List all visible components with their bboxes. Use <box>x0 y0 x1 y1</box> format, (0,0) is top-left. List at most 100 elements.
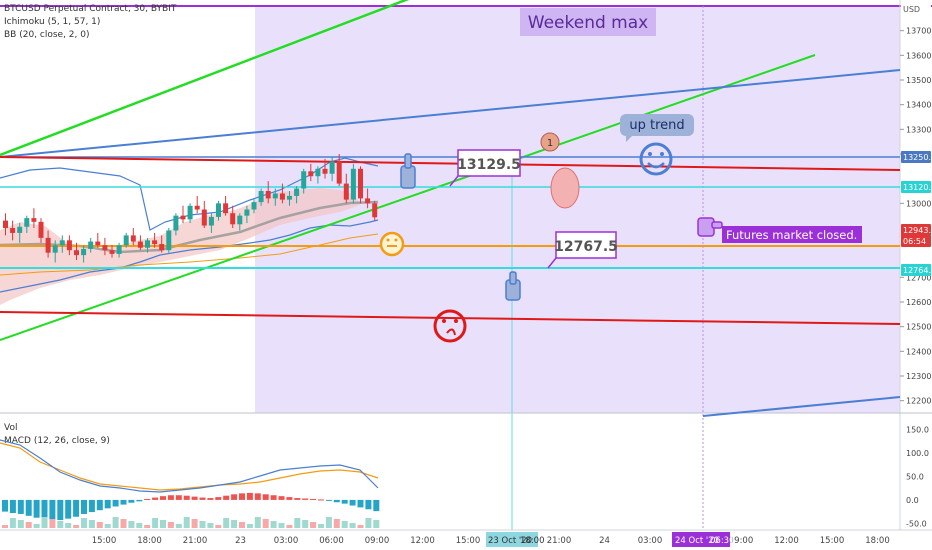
volume-bar <box>223 518 230 528</box>
macd-bar <box>231 494 238 500</box>
time-tick-label: 21:00 <box>547 536 572 546</box>
callout-high-box[interactable] <box>457 149 521 177</box>
time-tick-label: 09:00 <box>365 536 390 546</box>
ichimoku-label: Ichimoku (5, 1, 57, 1) <box>4 17 100 27</box>
macd-axis: 150.0 100.0 50.0 0.0 -50.0 <box>906 426 929 529</box>
time-highlight-1 <box>486 532 538 547</box>
volume-bar <box>33 524 40 528</box>
candle-body <box>95 241 101 246</box>
smiley-orange-icon <box>379 231 405 257</box>
bb-label: BB (20, close, 2, 0) <box>4 30 89 40</box>
volume-bar <box>112 517 119 528</box>
blue-trendline-low <box>702 396 901 417</box>
candle-body <box>272 193 278 199</box>
candle-body <box>137 241 143 248</box>
candle-body <box>201 209 207 226</box>
volume-bar <box>286 525 293 528</box>
macd-bar <box>65 499 72 519</box>
weekend-max-text: Weekend max <box>528 13 648 33</box>
volume-bar <box>254 517 261 528</box>
volume-bar <box>215 525 222 528</box>
candle-body <box>194 205 200 210</box>
time-highlight-1-time: 18:00 <box>520 536 545 546</box>
volume-bar <box>81 518 87 528</box>
macd-bar <box>25 499 32 516</box>
volume-bars <box>2 517 380 528</box>
volume-bar <box>191 519 198 528</box>
macd-tick-label: -50.0 <box>906 519 927 528</box>
volume-bar <box>175 524 182 528</box>
volume-bar <box>373 520 380 528</box>
weekend-max-box <box>520 8 656 36</box>
time-highlight-2-date: 24 Oct '20 <box>675 536 719 546</box>
price-tag-label: 13120.0 <box>903 183 932 192</box>
volume-bar <box>128 521 135 528</box>
hand-point-up-icon <box>400 153 416 189</box>
macd-bar <box>2 499 8 512</box>
macd-line <box>0 439 379 493</box>
macd-bar <box>183 495 190 500</box>
volume-bar <box>231 520 238 528</box>
volume-bar <box>152 518 159 528</box>
macd-bar <box>128 499 135 503</box>
volume-bar <box>341 521 348 528</box>
time-highlight-2-time: 06:30 <box>710 536 735 546</box>
candle-body <box>315 168 321 177</box>
macd-tick-label: 0.0 <box>906 496 919 505</box>
number-bubble-text: 1 <box>547 138 553 149</box>
price-tick-label: 13500.0 <box>906 76 932 85</box>
hand-point-down-icon <box>505 271 521 301</box>
macd-label: MACD (12, 26, close, 9) <box>4 436 110 446</box>
macd-bar <box>349 499 356 506</box>
candle-body <box>372 203 378 218</box>
volume-bar <box>88 520 95 528</box>
time-tick-label: 12:00 <box>774 536 799 546</box>
volume-bar <box>183 517 190 528</box>
volume-bar <box>357 525 364 528</box>
macd-bar <box>144 498 151 500</box>
candle-body <box>109 250 115 254</box>
vol-label: Vol <box>4 423 17 433</box>
price-tag-label: 12764.0 <box>903 266 932 275</box>
macd-bar <box>49 499 56 520</box>
candle-body <box>166 230 172 251</box>
macd-bar <box>246 492 253 500</box>
up-trend-bubble <box>620 114 694 142</box>
candle-body <box>258 191 264 203</box>
price-tick-label: 12300.0 <box>906 372 932 381</box>
macd-bar <box>310 498 317 500</box>
macd-bar <box>215 497 222 500</box>
volume-bar <box>104 524 111 528</box>
time-tick-label: 15:00 <box>820 536 845 546</box>
price-tick-label: 13300.0 <box>906 125 932 134</box>
candle-body <box>152 240 158 245</box>
callout-low-box[interactable] <box>555 231 617 259</box>
volume-bar <box>333 519 340 528</box>
macd-bar <box>120 499 127 505</box>
candle-body <box>208 216 214 226</box>
time-tick-label: 12:00 <box>410 536 435 546</box>
macd-bar <box>325 499 332 501</box>
hand-point-right-icon <box>697 217 723 237</box>
macd-bar <box>160 496 166 500</box>
volume-bar <box>294 518 301 528</box>
futures-closed-box <box>722 226 862 243</box>
macd-bar <box>357 499 364 508</box>
price-tag-label: USD <box>903 5 920 14</box>
volume-bar <box>57 521 64 528</box>
macd-histogram <box>2 492 380 521</box>
candle-body <box>173 215 179 231</box>
volume-bar <box>302 520 309 528</box>
volume-bar <box>167 522 174 528</box>
candle-body <box>123 235 129 246</box>
macd-tick-label: 150.0 <box>906 426 929 435</box>
candle-body <box>31 218 37 222</box>
candle-body <box>343 183 349 200</box>
callout-low-text: 12767.5 <box>554 239 618 255</box>
macd-bar <box>262 494 269 500</box>
candle-body <box>130 235 136 242</box>
price-tag-label: 13250.5 <box>903 153 932 162</box>
candle-body <box>59 240 65 246</box>
